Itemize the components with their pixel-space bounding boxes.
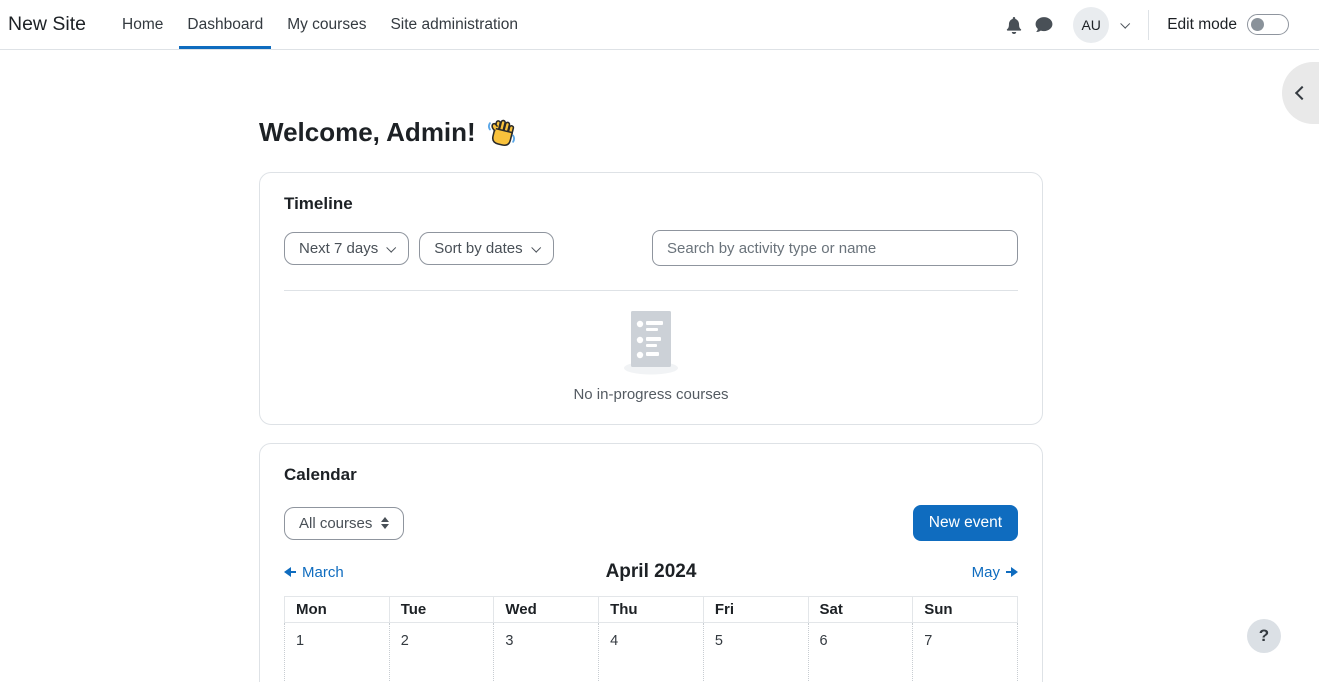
sort-filter-value: Sort by dates [434,239,523,257]
current-month-title: April 2024 [605,561,697,582]
nav-site-administration[interactable]: Site administration [390,15,518,33]
prev-month-link[interactable]: March [284,564,344,581]
nav-home[interactable]: Home [122,15,164,33]
timeline-divider [284,290,1018,291]
notifications-button[interactable] [999,10,1029,40]
calendar-month-grid: Mon Tue Wed Thu Fri Sat Sun 1 2 3 4 5 6 [284,596,1018,682]
list-illustration-icon [622,311,680,375]
calendar-week-row: 1 2 3 4 5 6 7 [284,622,1018,682]
timeline-day-filter[interactable]: Next 7 days [284,231,410,265]
help-button[interactable]: ? [1247,619,1281,653]
dashboard-page: Welcome, Admin! Timeline [259,50,1043,682]
calendar-day-cell[interactable]: 3 [493,622,600,682]
waving-hand-emoji-icon [486,117,517,148]
calendar-day-cell[interactable]: 4 [598,622,704,682]
prev-month-label: March [302,563,344,581]
site-brand[interactable]: New Site [8,13,87,35]
messages-bubble-icon [1035,16,1053,34]
calendar-day-cell[interactable]: 1 [284,622,390,682]
weekday-fri: Fri [702,596,809,623]
nav-dashboard[interactable]: Dashboard [179,0,272,49]
weekday-mon: Mon [284,596,390,623]
timeline-title: Timeline [284,194,353,213]
next-month-arrow-icon [1006,567,1018,577]
calendar-block: Calendar All courses New event March Apr… [259,443,1043,682]
sort-arrows-icon [381,517,390,529]
next-month-label: May [971,563,1000,581]
day-filter-value: Next 7 days [299,239,379,257]
navbar-right: AU Edit mode [999,0,1319,49]
timeline-empty-state: No in-progress courses [284,311,1018,403]
weekday-tue: Tue [388,596,495,623]
next-month-link[interactable]: May [972,564,1018,581]
calendar-title: Calendar [284,465,357,484]
chevron-left-icon [1294,85,1310,101]
calendar-course-filter[interactable]: All courses [284,506,405,540]
calendar-month-nav: March April 2024 May [284,560,1018,584]
weekday-thu: Thu [598,596,704,623]
user-menu-chevron-down-icon[interactable] [1120,18,1131,29]
timeline-sort-filter[interactable]: Sort by dates [419,231,554,265]
day-number-link[interactable]: 3 [505,633,514,649]
calendar-toolbar: All courses New event [284,505,1018,541]
weekday-sat: Sat [807,596,914,623]
edit-mode-toggle[interactable] [1247,14,1289,35]
notification-bell-icon [1005,16,1023,34]
prev-month-arrow-icon [284,567,296,577]
day-number-link[interactable]: 2 [400,633,409,649]
messages-button[interactable] [1029,10,1059,40]
edit-mode-label: Edit mode [1167,15,1237,33]
calendar-day-cell[interactable]: 7 [912,622,1018,682]
day-number-link[interactable]: 4 [610,633,619,649]
day-number-link[interactable]: 6 [819,633,828,649]
nav-my-courses[interactable]: My courses [287,15,367,33]
welcome-text: Welcome, Admin! [259,117,476,147]
weekday-sun: Sun [912,596,1018,623]
page-title: Welcome, Admin! [259,112,1043,152]
calendar-day-cell[interactable]: 6 [807,622,914,682]
weekday-wed: Wed [493,596,600,623]
course-filter-value: All courses [299,514,373,532]
timeline-block: Timeline Next 7 days Sort by dates [259,172,1043,425]
timeline-empty-message: No in-progress courses [573,386,729,403]
user-avatar[interactable]: AU [1073,6,1110,43]
timeline-filter-row: Next 7 days Sort by dates [284,230,1018,266]
calendar-day-cell[interactable]: 5 [702,622,809,682]
timeline-search-input[interactable] [652,230,1018,266]
toggle-knob [1251,18,1264,31]
chevron-down-icon [530,242,541,253]
navbar: New Site Home Dashboard My courses Site … [0,0,1319,50]
weekday-header-row: Mon Tue Wed Thu Fri Sat Sun [284,596,1018,623]
new-event-button[interactable]: New event [912,505,1018,541]
day-number-link[interactable]: 5 [714,633,723,649]
day-number-link[interactable]: 1 [296,633,305,649]
primary-nav: Home Dashboard My courses Site administr… [110,0,530,49]
day-number-link[interactable]: 7 [924,633,933,649]
open-drawer-button[interactable] [1282,62,1319,124]
chevron-down-icon [386,242,397,253]
navbar-divider [1148,9,1150,40]
calendar-day-cell[interactable]: 2 [388,622,495,682]
